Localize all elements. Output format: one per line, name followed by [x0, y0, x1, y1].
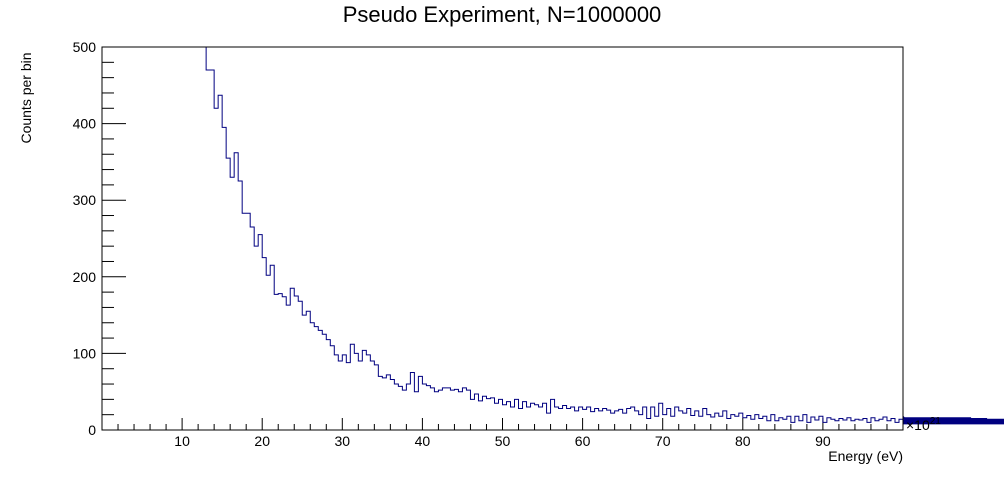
x-tick-label: 60	[575, 433, 591, 449]
y-tick-label: 200	[73, 269, 97, 285]
x-tick-label: 50	[495, 433, 511, 449]
x-tick-label: 30	[335, 433, 351, 449]
y-tick-label: 300	[73, 192, 97, 208]
y-tick-label: 400	[73, 116, 97, 132]
x-tick-label: 20	[254, 433, 270, 449]
x-tick-label: 80	[735, 433, 751, 449]
x-tick-label: 90	[815, 433, 831, 449]
x-tick-label: 40	[415, 433, 431, 449]
x-tick-label: 10	[174, 433, 190, 449]
histogram-series-line	[202, 46, 1004, 425]
y-tick-label: 0	[88, 422, 96, 438]
y-axis-label: Counts per bin	[18, 52, 34, 143]
x-axis-label: Energy (eV)	[828, 448, 903, 464]
x-axis-multiplier: ×1021	[906, 416, 941, 433]
y-tick-label: 500	[73, 39, 97, 55]
x-tick-label: 70	[655, 433, 671, 449]
plot-frame	[101, 46, 904, 431]
chart-title: Pseudo Experiment, N=1000000	[343, 2, 662, 27]
y-tick-label: 100	[73, 345, 97, 361]
